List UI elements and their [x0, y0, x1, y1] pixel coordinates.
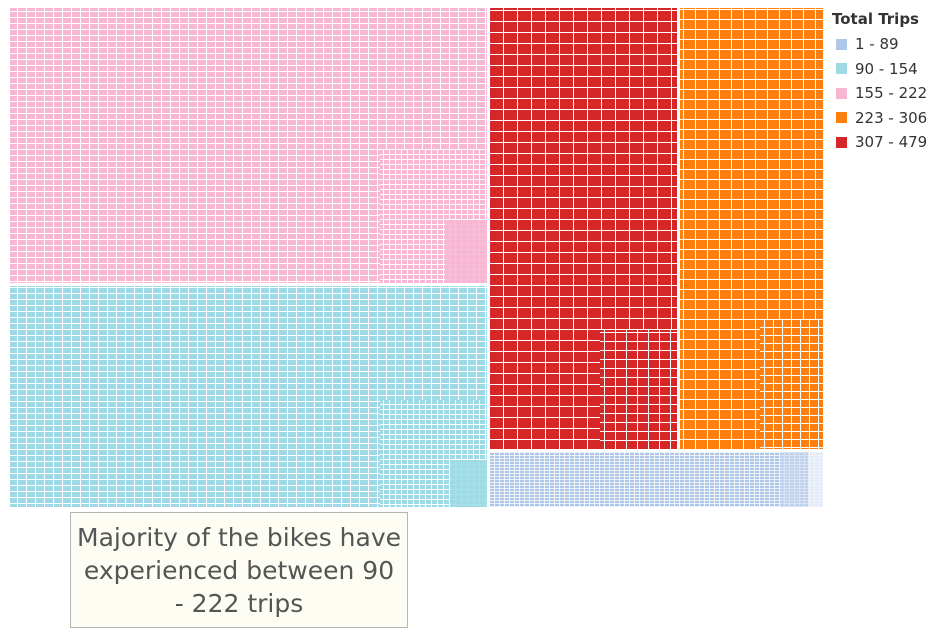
legend-swatch [836, 136, 847, 148]
legend-item-3[interactable]: 223 - 306 [832, 106, 942, 131]
treemap-chart [10, 8, 823, 507]
legend-label: 155 - 222 [855, 84, 928, 103]
legend: Total Trips 1 - 89 90 - 154 155 - 222 223 -… [832, 10, 942, 155]
annotation-text: Majority of the bikes have experienced b… [77, 522, 402, 618]
legend-swatch [836, 38, 847, 50]
legend-label: 1 - 89 [855, 35, 899, 54]
legend-label: 90 - 154 [855, 59, 918, 78]
legend-label: 223 - 306 [855, 108, 928, 127]
legend-item-4[interactable]: 307 - 479 [832, 130, 942, 155]
legend-label: 307 - 479 [855, 133, 928, 152]
legend-item-2[interactable]: 155 - 222 [832, 81, 942, 106]
treemap-block-90-154 [10, 286, 487, 507]
legend-item-1[interactable]: 90 - 154 [832, 57, 942, 82]
treemap-block-1-89 [490, 452, 823, 507]
treemap-block-223-306 [680, 8, 823, 449]
treemap-block-155-222 [10, 8, 487, 283]
annotation-box: Majority of the bikes have experienced b… [70, 512, 408, 628]
treemap-block-307-479 [490, 8, 677, 449]
legend-item-0[interactable]: 1 - 89 [832, 32, 942, 57]
legend-swatch [836, 112, 847, 124]
legend-swatch [836, 87, 847, 99]
legend-title: Total Trips [832, 10, 919, 28]
legend-swatch [836, 63, 847, 75]
